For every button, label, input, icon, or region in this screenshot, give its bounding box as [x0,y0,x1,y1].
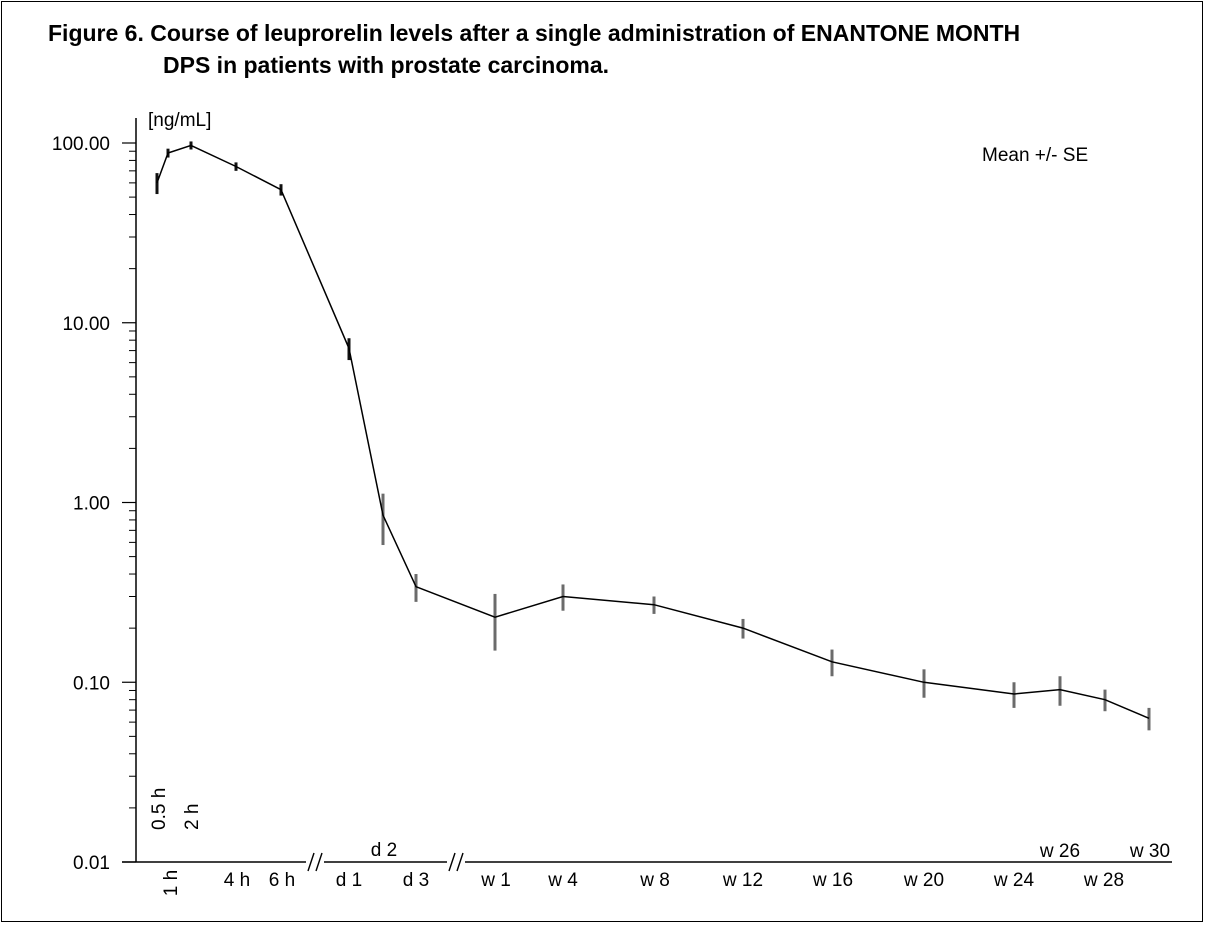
axis-break-stroke [456,852,464,872]
x-tick-label: w 20 [903,870,944,891]
annotation-mean-se: Mean +/- SE [982,145,1088,166]
x-tick-label: 4 h [224,870,250,891]
x-tick-label: 2 h [182,804,203,830]
y-ticks: 100.00 10.00 1.00 0.10 0.01 [52,134,136,874]
x-tick-labels: 0.5 h 1 h 2 h 4 h 6 h d 1 d 2 d 3 w 1 w 4 w 8 w 12 w… [149,788,1170,896]
x-tick-label: 6 h [269,870,295,891]
x-tick-label: w 4 [547,870,578,891]
axis-break-mark [306,852,324,872]
axis-break-stroke [448,852,456,872]
y-tick-label: 10.00 [62,314,110,335]
chart-title-line1: Figure 6. Course of leuprorelin levels a… [48,20,1021,46]
x-tick-label: w 12 [722,870,763,891]
x-tick-label: w 26 [1039,841,1080,862]
x-tick-label: 1 h [161,870,182,896]
y-axis-label: [ng/mL] [148,110,211,131]
x-tick-label: d 3 [403,870,429,891]
chart-title-line2: DPS in patients with prostate carcinoma. [163,52,610,78]
series-line [156,144,1150,719]
x-tick-label: d 2 [371,840,397,861]
x-tick-label: d 1 [336,870,362,891]
y-tick-label: 0.10 [73,673,110,694]
axis-break-mark [447,852,465,872]
x-tick-label: 0.5 h [149,788,170,830]
y-tick-label: 100.00 [52,134,110,155]
axis-breaks [306,852,465,872]
y-tick-label: 0.01 [73,853,110,874]
x-tick-label: w 30 [1129,841,1170,862]
x-tick-label: w 16 [812,870,853,891]
x-tick-label: w 1 [480,870,511,891]
x-tick-label: w 8 [639,870,670,891]
error-bars [155,141,1151,731]
axes [122,118,1172,863]
y-tick-label: 1.00 [73,494,110,515]
axis-break-stroke [315,852,323,872]
x-tick-label: w 24 [993,870,1035,891]
axis-break-stroke [307,852,315,872]
x-tick-label: w 28 [1083,870,1124,891]
